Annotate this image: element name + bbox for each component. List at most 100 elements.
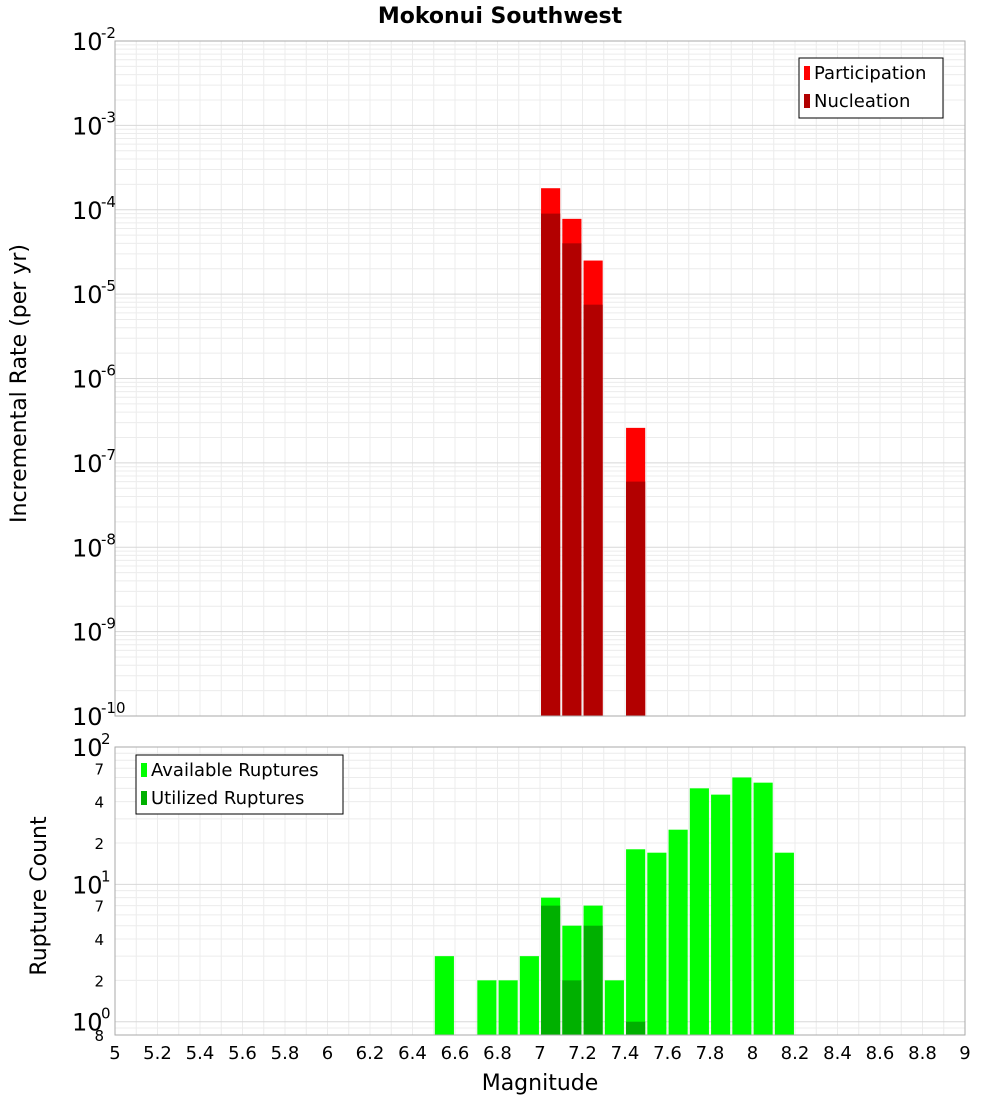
top-y-tick-base: 10 — [72, 534, 103, 562]
top-y-tick-base: 10 — [72, 112, 103, 140]
top-y-tick: 10-3 — [72, 108, 116, 140]
bottom-y-tick-major: 102 — [72, 730, 111, 762]
top-y-tick: 10-7 — [72, 446, 116, 478]
bottom-y-tick-minor: 8 — [94, 1027, 104, 1045]
available-ruptures-bar — [774, 852, 794, 1035]
bottom-y-tick-minor: 7 — [94, 760, 104, 778]
bottom-legend-swatch — [141, 763, 147, 777]
available-ruptures-bar — [647, 852, 667, 1035]
x-tick-label: 6.2 — [356, 1043, 385, 1064]
top-y-tick-base: 10 — [72, 281, 103, 309]
x-tick-label: 5.8 — [271, 1043, 300, 1064]
top-y-tick-exp: -3 — [101, 108, 116, 126]
bottom-y-tick-minor: 7 — [94, 898, 104, 916]
top-y-tick-base: 10 — [72, 619, 103, 647]
top-y-tick-base: 10 — [72, 28, 103, 56]
top-grid — [114, 41, 966, 717]
top-legend-swatch — [804, 66, 810, 80]
top-y-tick: 10-4 — [72, 193, 116, 225]
bottom-legend-box — [135, 754, 344, 815]
x-tick-label: 5.2 — [143, 1043, 172, 1064]
top-y-tick-exp: -7 — [101, 446, 116, 464]
top-plot-frame — [114, 40, 966, 717]
chart-title: Mokonui Southwest — [378, 4, 623, 29]
top-y-tick-exp: -6 — [101, 362, 116, 380]
available-ruptures-bar — [626, 849, 646, 1035]
top-legend-label: Participation — [814, 63, 926, 84]
nucleation-bar — [562, 243, 582, 717]
x-tick-label: 7.8 — [696, 1043, 725, 1064]
nucleation-bar — [626, 481, 646, 716]
x-tick-label: 6.8 — [483, 1043, 512, 1064]
nucleation-bar — [583, 304, 603, 716]
available-ruptures-bar — [519, 956, 539, 1035]
top-bars — [541, 188, 646, 717]
available-ruptures-bar — [753, 782, 773, 1035]
top-y-tick: 10-2 — [72, 24, 116, 56]
x-tick-label: 6 — [322, 1043, 333, 1064]
x-tick-label: 6.4 — [398, 1043, 427, 1064]
top-y-tick-base: 10 — [72, 197, 103, 225]
bottom-y-tick-base: 10 — [72, 734, 103, 762]
available-ruptures-bar — [477, 980, 497, 1035]
top-y-tick-exp: -5 — [101, 277, 116, 295]
top-legend-label: Nucleation — [814, 91, 910, 112]
x-tick-label: 8 — [747, 1043, 758, 1064]
bottom-y-axis-label: Rupture Count — [27, 816, 52, 976]
top-y-tick-exp: -9 — [101, 615, 116, 633]
bottom-legend: Available Ruptures Utilized Ruptures — [135, 754, 344, 815]
top-y-tick: 10-10 — [72, 699, 126, 731]
top-y-tick: 10-9 — [72, 615, 116, 647]
bottom-y-tick-exp: 1 — [101, 867, 111, 885]
available-ruptures-bar — [604, 980, 624, 1035]
nucleation-bar — [541, 213, 561, 717]
x-tick-label: 6.6 — [441, 1043, 470, 1064]
x-axis-label: Magnitude — [482, 1071, 599, 1096]
bottom-y-tick-exp: 2 — [101, 730, 111, 748]
x-tick-label: 7.2 — [568, 1043, 597, 1064]
bottom-grid — [114, 746, 966, 1036]
utilized-ruptures-bar — [583, 925, 603, 1035]
top-y-ticks: 10-210-310-410-510-610-710-810-910-10 — [72, 24, 126, 731]
x-tick-label: 9 — [959, 1043, 970, 1064]
x-tick-label: 8.8 — [908, 1043, 937, 1064]
top-y-tick-exp: -4 — [101, 193, 116, 211]
top-legend-swatch — [804, 94, 810, 108]
bottom-legend-swatch — [141, 791, 147, 805]
utilized-ruptures-bar — [541, 905, 561, 1035]
bottom-y-tick-base: 10 — [72, 1009, 103, 1037]
bottom-y-tick-base: 10 — [72, 871, 103, 899]
available-ruptures-bar — [711, 794, 731, 1035]
bottom-y-tick-exp: 0 — [101, 1005, 111, 1023]
bottom-legend-label: Available Ruptures — [151, 760, 319, 781]
top-y-tick: 10-5 — [72, 277, 116, 309]
x-tick-label: 8.2 — [781, 1043, 810, 1064]
top-y-tick-base: 10 — [72, 703, 103, 731]
x-tick-label: 5 — [109, 1043, 120, 1064]
top-y-tick-exp: -10 — [101, 699, 126, 717]
x-tick-label: 7.6 — [653, 1043, 682, 1064]
x-tick-label: 7.4 — [611, 1043, 640, 1064]
x-tick-label: 7 — [534, 1043, 545, 1064]
x-ticks: 5 5.2 5.4 5.6 5.8 6 6.2 6.4 6.6 6.8 7 7.2 7.4 7.6 7.8 8… — [109, 1043, 970, 1064]
bottom-y-tick-minor: 4 — [94, 931, 104, 949]
available-ruptures-bar — [668, 829, 688, 1035]
top-y-tick-base: 10 — [72, 366, 103, 394]
top-y-tick: 10-8 — [72, 530, 116, 562]
utilized-ruptures-bar — [626, 1021, 646, 1035]
available-ruptures-bar — [498, 980, 518, 1035]
utilized-ruptures-bar — [562, 980, 582, 1035]
top-y-tick-exp: -2 — [101, 24, 116, 42]
top-y-axis-label: Incremental Rate (per yr) — [7, 244, 32, 523]
bottom-y-tick-minor: 4 — [94, 794, 104, 812]
x-tick-label: 8.6 — [866, 1043, 895, 1064]
top-legend: Participation Nucleation — [798, 57, 944, 119]
top-y-tick-base: 10 — [72, 450, 103, 478]
x-tick-label: 5.6 — [228, 1043, 257, 1064]
x-tick-label: 8.4 — [823, 1043, 852, 1064]
bottom-y-tick-major: 101 — [72, 867, 111, 899]
x-tick-label: 5.4 — [186, 1043, 215, 1064]
available-ruptures-bar — [689, 788, 709, 1035]
